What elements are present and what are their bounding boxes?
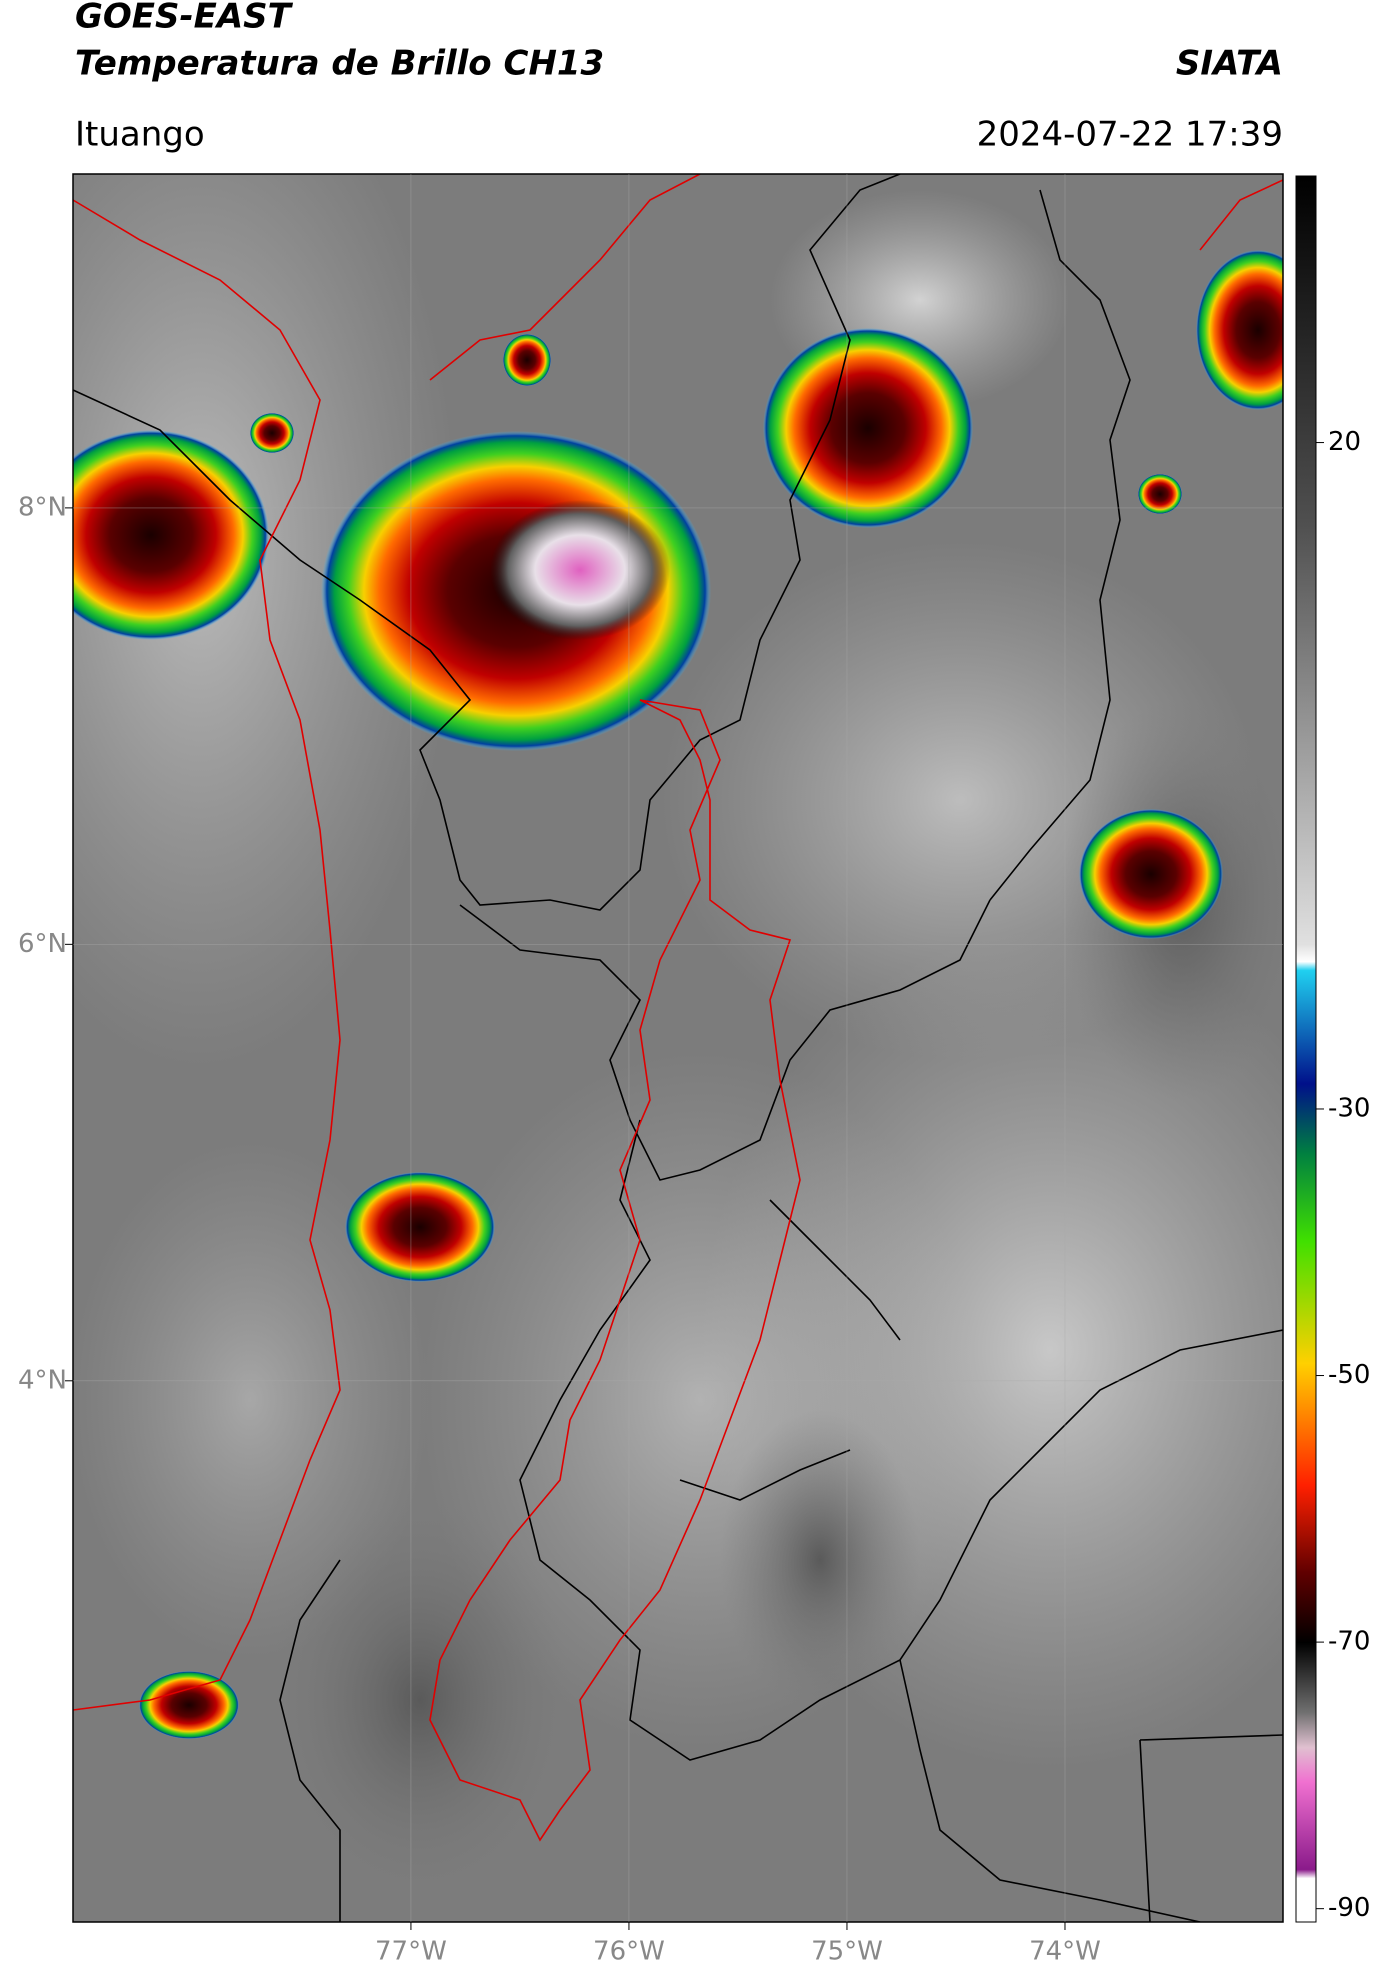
- location: Ituango: [75, 115, 205, 155]
- colorbar-tick-label: -90: [1328, 1893, 1370, 1923]
- colorbar-tick-label: -50: [1328, 1360, 1370, 1390]
- title: GOES-EAST: [75, 0, 294, 37]
- colorbar-tick-label: 20: [1328, 427, 1361, 457]
- y-tick-label: 4°N: [18, 1365, 67, 1395]
- subtitle: Temperatura de Brillo CH13: [75, 44, 604, 84]
- x-tick-label: 74°W: [1029, 1937, 1101, 1967]
- colorbar-tick-label: -70: [1328, 1627, 1370, 1657]
- y-tick-label: 6°N: [18, 929, 67, 959]
- datetime: 2024-07-22 17:39: [977, 115, 1283, 155]
- source: SIATA: [1176, 44, 1283, 84]
- x-tick-label: 77°W: [375, 1937, 447, 1967]
- colorbar-tick-label: -30: [1328, 1093, 1370, 1123]
- map-frame: [72, 173, 1284, 1923]
- x-tick-label: 75°W: [811, 1937, 883, 1967]
- x-tick-label: 76°W: [593, 1937, 665, 1967]
- satellite-image: [73, 174, 1283, 1922]
- y-tick-label: 8°N: [18, 492, 67, 522]
- colorbar: [1295, 175, 1317, 1923]
